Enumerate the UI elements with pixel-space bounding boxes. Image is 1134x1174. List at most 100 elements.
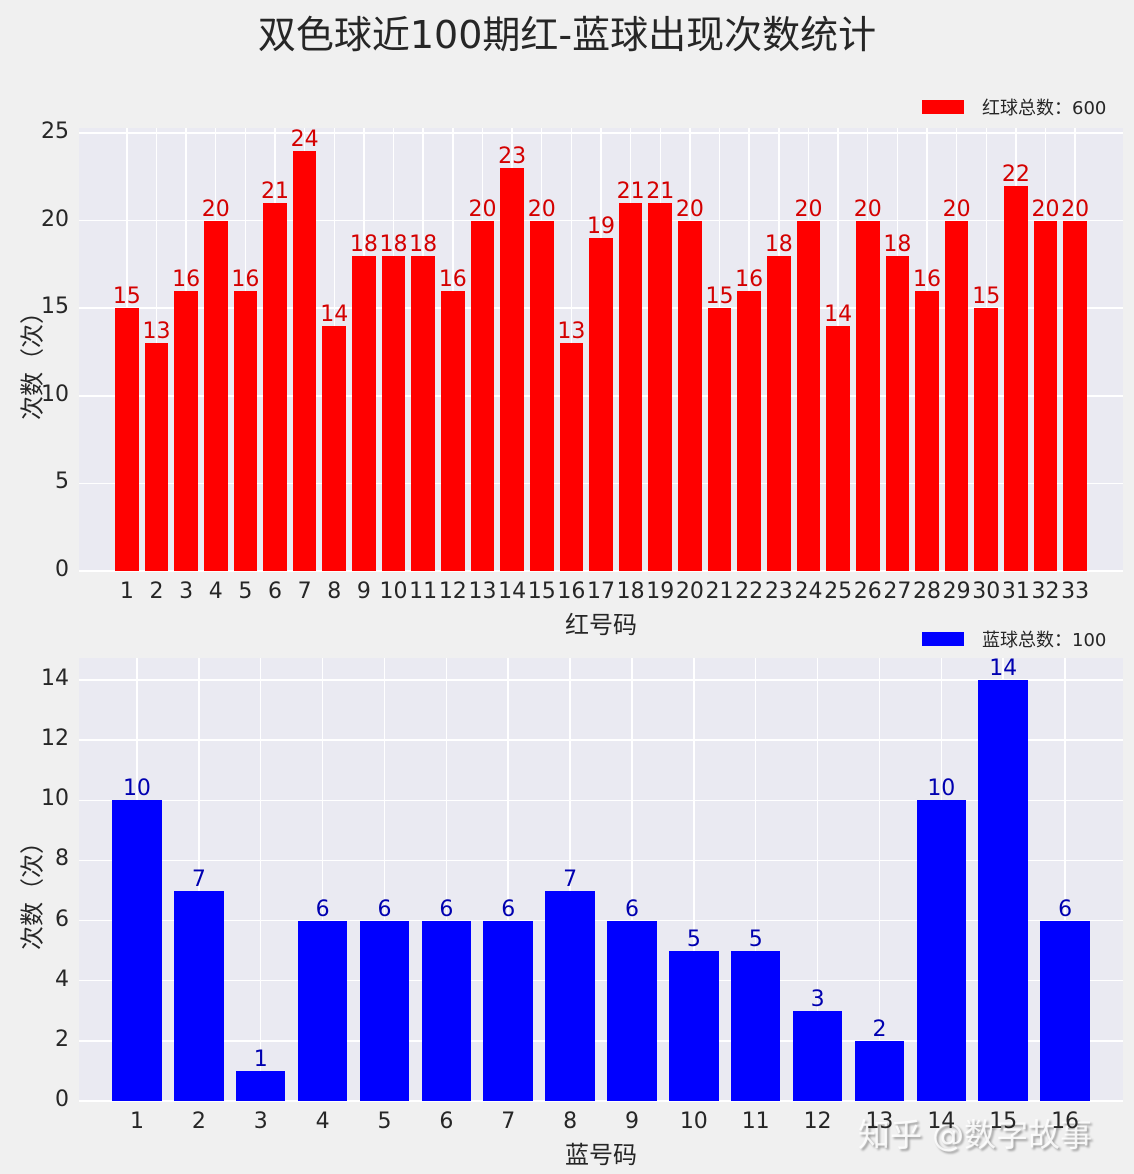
blue-y-tick-label: 2 [55, 1026, 69, 1052]
blue-x-tick-label: 3 [253, 1109, 268, 1134]
blue-bar-value-label: 7 [563, 866, 578, 892]
blue-x-tick-label: 7 [501, 1109, 516, 1134]
red-bar [559, 343, 584, 571]
blue-x-tick-label: 2 [191, 1109, 206, 1134]
blue-ball-bar-chart: 10 7 1 6 6 6 6 7 6 5 5 3 2 10 14 6 [79, 656, 1123, 1102]
red-y-tick-label: 5 [55, 469, 69, 495]
red-x-tick-label: 27 [883, 579, 912, 604]
red-bar-value-label: 16 [913, 266, 941, 292]
red-bar-value-label: 13 [557, 319, 586, 345]
red-bar [737, 290, 762, 571]
red-bar [381, 255, 406, 571]
red-x-tick-label: 11 [409, 579, 438, 604]
red-x-tick-label: 10 [379, 579, 408, 604]
blue-hgrid-line [79, 739, 1123, 741]
red-bar-value-label: 18 [409, 231, 438, 257]
blue-x-tick-label: 15 [989, 1109, 1018, 1134]
blue-hgrid-line [79, 919, 1123, 922]
blue-y-tick-label: 14 [41, 666, 69, 691]
red-bar [144, 343, 169, 571]
red-bar [529, 220, 554, 571]
red-bar [411, 255, 436, 571]
red-bar [203, 220, 228, 571]
red-y-tick-label: 0 [55, 557, 69, 582]
blue-bar-value-label: 1 [253, 1046, 268, 1072]
blue-y-tick-label: 6 [55, 906, 69, 932]
blue-bar [483, 920, 533, 1101]
red-bar-value-label: 21 [646, 179, 675, 205]
blue-hgrid-line [79, 859, 1123, 862]
blue-vgrid-line [1064, 658, 1066, 1101]
blue-x-tick-label: 8 [563, 1109, 578, 1134]
blue-x-tick-label: 12 [803, 1109, 832, 1134]
red-x-tick-label: 9 [356, 579, 371, 604]
blue-vgrid-line [754, 658, 757, 1101]
red-bar [174, 290, 198, 571]
blue-bar [421, 920, 472, 1101]
red-bar-value-label: 21 [261, 179, 289, 205]
blue-vgrid-line [507, 658, 509, 1101]
blue-hgrid-line [79, 679, 1123, 681]
red-x-tick-label: 16 [557, 579, 586, 604]
red-legend-label: 红球总数：600 [982, 98, 1107, 119]
blue-bar [669, 950, 719, 1101]
red-bar-value-label: 24 [290, 126, 319, 152]
blue-bar-value-label: 7 [191, 866, 206, 892]
blue-y-tick-label: 10 [41, 786, 69, 812]
red-bar [440, 290, 465, 571]
blue-bar-value-label: 6 [1058, 896, 1073, 922]
red-bar [470, 220, 495, 571]
blue-vgrid-line [631, 658, 633, 1101]
red-bar [915, 290, 939, 571]
red-x-tick-label: 21 [705, 579, 734, 604]
red-x-tick-label: 4 [208, 579, 223, 604]
watermark: 知乎 @数字故事 [858, 1116, 1093, 1154]
red-bar-value-label: 14 [824, 301, 853, 327]
blue-x-tick-label: 10 [679, 1109, 708, 1134]
blue-x-tick-label: 5 [377, 1109, 392, 1134]
red-chart-legend: 红球总数：600 [922, 94, 1106, 120]
blue-y-tick-label: 12 [41, 726, 69, 752]
blue-bar-value-label: 6 [624, 896, 639, 922]
red-y-tick-label: 20 [41, 206, 69, 232]
blue-bar [854, 1040, 905, 1101]
red-bar-value-label: 23 [498, 144, 527, 170]
blue-vgrid-line [693, 658, 695, 1101]
figure-title: 双色球近100期红-蓝球出现次数统计 [257, 13, 877, 57]
red-x-tick-label: 28 [913, 579, 941, 604]
red-x-tick-label: 22 [735, 579, 764, 604]
blue-vgrid-line [259, 658, 262, 1101]
red-y-tick-label: 25 [41, 119, 69, 144]
red-bar [855, 220, 880, 571]
red-x-tick-label: 25 [824, 579, 853, 604]
blue-x-tick-label: 6 [439, 1109, 454, 1134]
red-bar [589, 238, 613, 571]
blue-bar [235, 1070, 286, 1101]
blue-bar-value-label: 2 [872, 1016, 887, 1042]
red-bar-value-label: 15 [112, 284, 141, 310]
blue-bar [978, 680, 1028, 1101]
blue-x-tick-label: 11 [741, 1109, 770, 1134]
red-x-tick-label: 5 [238, 579, 253, 604]
blue-legend-label: 蓝球总数：100 [982, 630, 1107, 651]
red-bar-value-label: 20 [794, 196, 823, 222]
blue-bar-value-label: 6 [377, 896, 392, 922]
red-bar-value-label: 18 [379, 231, 408, 257]
red-bar-value-label: 19 [587, 214, 615, 240]
red-x-tick-label: 31 [1001, 579, 1030, 604]
blue-vgrid-line [816, 658, 819, 1101]
red-bar [500, 168, 524, 571]
red-bar-value-label: 20 [942, 196, 971, 222]
blue-chart-x-axis-label: 蓝号码 [565, 1141, 637, 1169]
red-x-tick-label: 33 [1061, 579, 1090, 604]
red-x-tick-label: 23 [764, 579, 793, 604]
red-legend-swatch-icon [922, 100, 964, 114]
red-bar [263, 203, 287, 571]
blue-x-tick-label: 4 [315, 1109, 330, 1134]
blue-bar-value-label: 14 [989, 656, 1018, 681]
blue-x-tick-label: 1 [129, 1109, 144, 1134]
red-bar-value-label: 15 [972, 284, 1001, 310]
blue-x-tick-label: 13 [865, 1109, 894, 1134]
red-bar-value-label: 15 [705, 284, 734, 310]
blue-vgrid-line [198, 658, 200, 1101]
